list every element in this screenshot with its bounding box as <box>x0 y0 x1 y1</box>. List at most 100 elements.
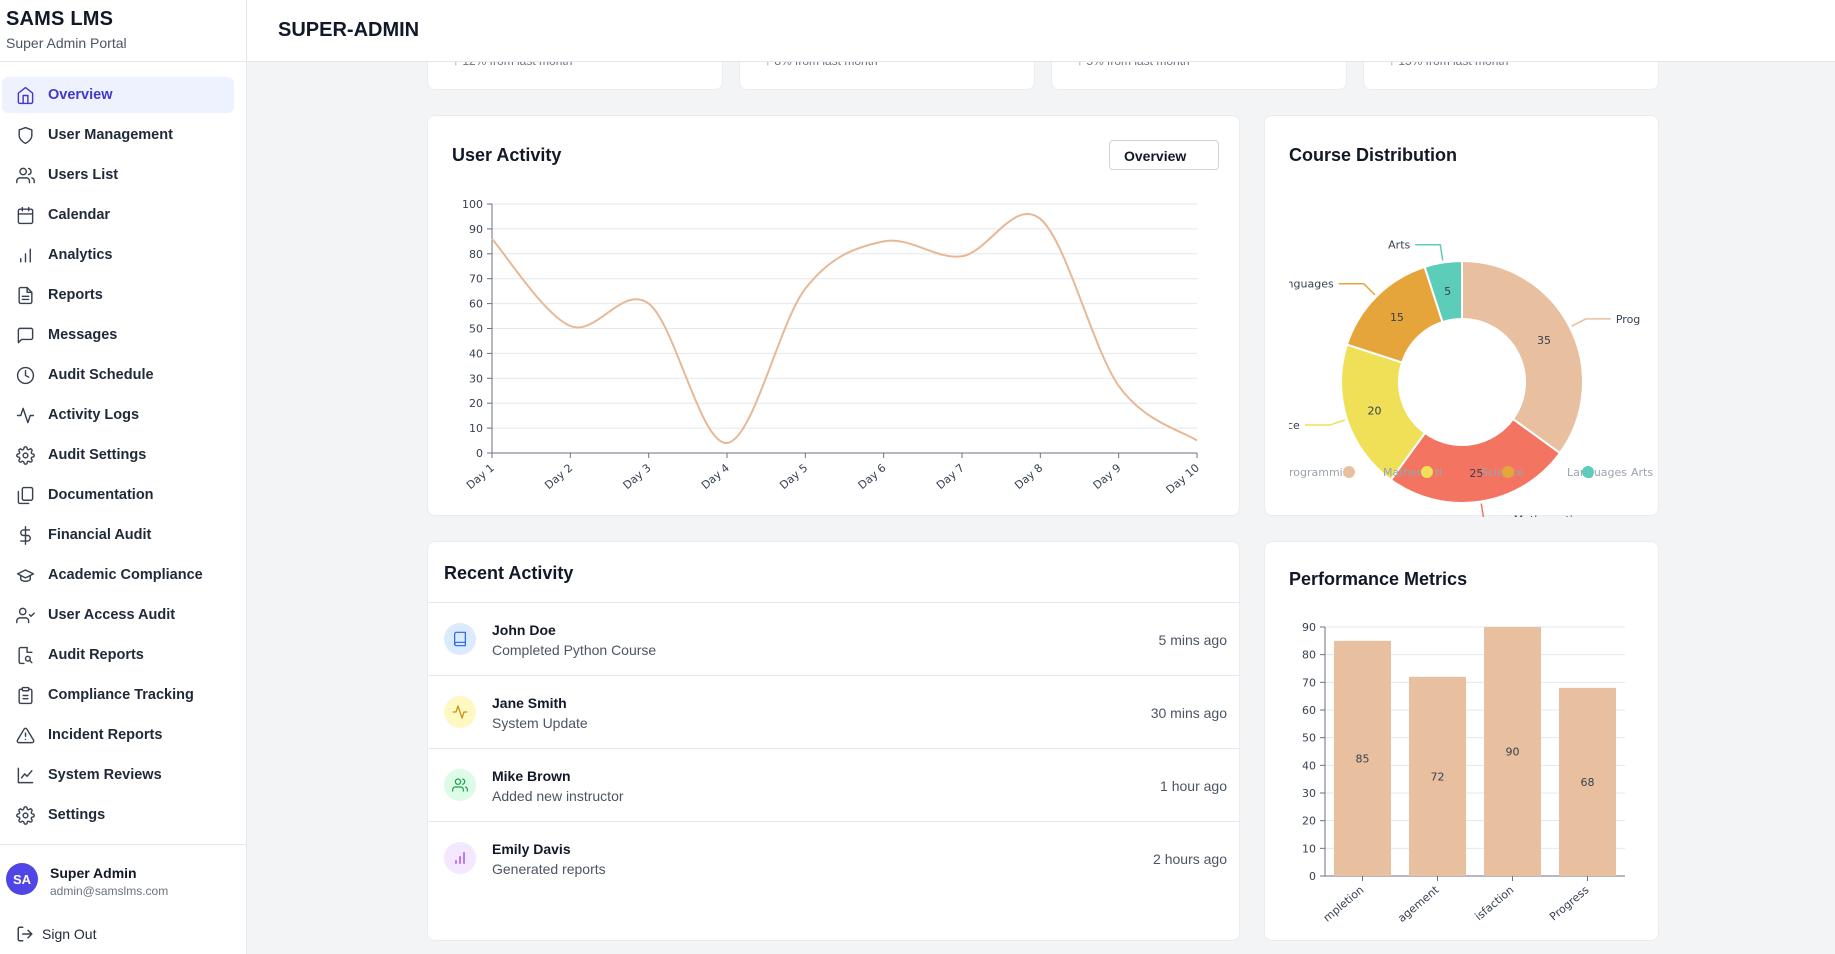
activity-avatar <box>444 623 476 655</box>
slice-leader-line <box>1338 282 1376 296</box>
sidebar-item-messages[interactable]: Messages <box>2 317 234 353</box>
list-item[interactable]: Jane Smith System Update 30 mins ago <box>428 675 1241 748</box>
sidebar-item-compliance-tracking[interactable]: Compliance Tracking <box>2 677 234 713</box>
y-tick-label: 90 <box>1302 621 1316 634</box>
activity-description: System Update <box>492 715 588 731</box>
sidebar-item-audit-settings[interactable]: Audit Settings <box>2 437 234 473</box>
brand-subtitle: Super Admin Portal <box>6 35 127 51</box>
sidebar-item-label: User Management <box>48 127 173 143</box>
list-item[interactable]: Mike Brown Added new instructor 1 hour ago <box>428 748 1241 821</box>
slice-outer-label: Mathematics <box>1514 513 1585 517</box>
slice-outer-label: Arts <box>1388 239 1410 252</box>
y-tick-label: 10 <box>469 422 483 435</box>
sidebar-item-activity-logs[interactable]: Activity Logs <box>2 397 234 433</box>
performance-metrics-card: Performance Metrics 0 10 20 30 40 50 60 70 80 90 m… <box>1264 541 1659 941</box>
slice-outer-label: Prog <box>1616 313 1640 326</box>
x-tick-label: isfaction <box>1472 883 1516 923</box>
shield-icon <box>18 126 33 144</box>
sidebar-item-audit-schedule[interactable]: Audit Schedule <box>2 357 234 393</box>
y-tick-label: 40 <box>1302 759 1316 772</box>
x-tick-label: Day 9 <box>1091 461 1124 492</box>
activity-time: 30 mins ago <box>1150 705 1227 721</box>
sidebar-item-label: Financial Audit <box>48 527 152 543</box>
activity-description: Completed Python Course <box>492 642 657 658</box>
top-bar-cover: SUPER-ADMIN <box>247 0 1835 62</box>
activity-user: John Doe <box>492 622 556 638</box>
activity-user: Emily Davis <box>492 841 571 857</box>
sidebar-item-label: Activity Logs <box>48 407 140 423</box>
pie-slice <box>1423 259 1463 324</box>
sidebar-item-users-list[interactable]: Users List <box>2 157 234 193</box>
slice-value-label: 35 <box>1537 334 1551 347</box>
sidebar-item-label: Audit Settings <box>48 447 147 463</box>
pie-slice <box>1389 417 1562 504</box>
y-tick-label: 40 <box>469 347 483 360</box>
avatar[interactable]: SA <box>6 863 38 895</box>
y-tick-label: 0 <box>1309 870 1316 883</box>
users-icon <box>452 778 468 792</box>
x-tick-label: Day 6 <box>856 461 889 492</box>
slice-leader-line <box>1304 419 1346 426</box>
sidebar-item-system-reviews[interactable]: System Reviews <box>2 757 234 793</box>
user-activity-card: User Activity Overview 0 10 20 30 40 50 60 70 80… <box>427 115 1240 516</box>
legend-label: Languages <box>1567 466 1627 479</box>
sign-out-label: Sign Out <box>42 926 97 942</box>
log-out-icon <box>17 926 33 942</box>
bar <box>1559 687 1616 876</box>
sidebar-item-financial-audit[interactable]: Financial Audit <box>2 517 234 553</box>
sidebar-item-academic-compliance[interactable]: Academic Compliance <box>2 557 234 593</box>
user-activity-line-chart: 0 10 20 30 40 50 60 70 80 90 100 Day 1 Day 2 Day 3 Day… <box>462 198 1202 497</box>
home-icon <box>17 86 34 104</box>
sidebar-item-label: Analytics <box>48 247 113 263</box>
graduation-cap-icon <box>16 568 35 582</box>
y-tick-label: 100 <box>462 198 483 211</box>
y-tick-label: 80 <box>469 248 483 261</box>
sidebar-item-audit-reports[interactable]: Audit Reports <box>2 637 234 673</box>
user-activity-title: User Activity <box>452 145 562 165</box>
calendar-icon <box>17 206 34 224</box>
sidebar-item-documentation[interactable]: Documentation <box>2 477 234 513</box>
sidebar-item-label: System Reviews <box>48 767 162 783</box>
course-distribution-donut-chart: 35 Prog 25 Mathematics 20 ice 15 nguages 5 Arts ro… <box>1287 239 1653 517</box>
gear-icon <box>16 445 35 465</box>
bar-value-label: 90 <box>1506 746 1520 759</box>
sidebar-item-settings[interactable]: Settings <box>2 797 234 833</box>
sidebar-item-overview[interactable]: Overview <box>2 77 234 113</box>
file-search-icon <box>18 646 33 664</box>
sidebar-item-user-management[interactable]: User Management <box>2 117 234 153</box>
y-tick-label: 30 <box>469 372 483 385</box>
sidebar-item-label: Reports <box>48 287 103 303</box>
sidebar-item-label: Documentation <box>48 487 154 503</box>
activity-avatar <box>444 842 476 874</box>
slice-value-label: 15 <box>1390 311 1404 324</box>
sidebar-item-analytics[interactable]: Analytics <box>2 237 234 273</box>
line-chart-icon <box>17 767 34 783</box>
list-item[interactable]: John Doe Completed Python Course 5 mins ag… <box>428 602 1241 675</box>
sidebar-nav: Overview User Management Users List Calenda… <box>0 62 246 833</box>
series-line <box>491 212 1198 445</box>
users-icon <box>16 167 35 183</box>
bar-value-label: 68 <box>1581 776 1595 789</box>
user-email: admin@samslms.com <box>50 884 169 898</box>
page-title: SUPER-ADMIN <box>278 19 420 41</box>
slice-outer-label: nguages <box>1287 278 1334 291</box>
message-icon <box>17 327 34 343</box>
sidebar-item-calendar[interactable]: Calendar <box>2 197 234 233</box>
sidebar-item-incident-reports[interactable]: Incident Reports <box>2 717 234 753</box>
y-tick-label: 50 <box>1302 732 1316 745</box>
slice-value-label: 25 <box>1469 467 1483 480</box>
activity-view-select[interactable]: Overview <box>1109 140 1219 170</box>
y-tick-label: 30 <box>1302 787 1316 800</box>
slice-value-label: 5 <box>1444 285 1451 298</box>
y-tick-label: 20 <box>469 397 483 410</box>
legend-swatch <box>1502 466 1514 478</box>
sidebar-item-user-access-audit[interactable]: User Access Audit <box>2 597 234 633</box>
sidebar-item-reports[interactable]: Reports <box>2 277 234 313</box>
bar <box>1409 676 1466 876</box>
list-item[interactable]: Emily Davis Generated reports 2 hours ago <box>428 821 1241 894</box>
book-icon <box>454 631 466 647</box>
performance-metrics-bar-chart: 0 10 20 30 40 50 60 70 80 90 mpletion agement isfact… <box>1302 621 1625 923</box>
bar-chart-icon <box>20 247 31 263</box>
sign-out-button[interactable]: Sign Out <box>16 925 96 943</box>
activity-description: Generated reports <box>492 861 606 877</box>
